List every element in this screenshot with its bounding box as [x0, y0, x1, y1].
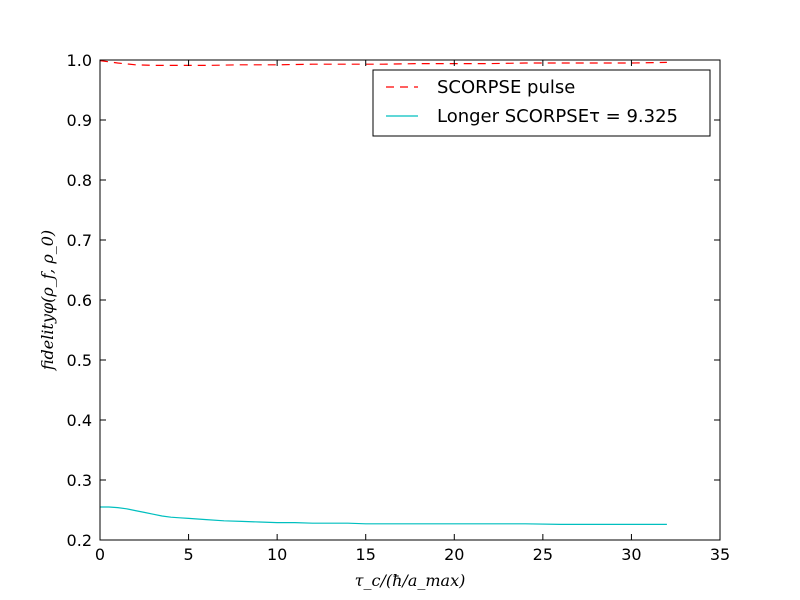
y-axis-label: fidelityφ(ρ_f, ρ_0) — [38, 230, 57, 371]
y-tick-label: 1.0 — [67, 51, 92, 70]
y-tick-label: 0.9 — [67, 111, 92, 130]
y-tick-label: 0.7 — [67, 231, 92, 250]
y-tick-label: 0.8 — [67, 171, 92, 190]
x-axis: 0 5 10 15 20 25 30 35 — [95, 60, 730, 564]
x-tick-label: 10 — [267, 545, 287, 564]
y-tick-label: 0.2 — [67, 531, 92, 550]
legend: SCORPSE pulse Longer SCORPSEτ = 9.325 — [372, 69, 711, 137]
y-tick-label: 0.5 — [67, 351, 92, 370]
series-line-scorpse — [99, 60, 667, 67]
legend-box — [372, 69, 711, 137]
x-tick-label: 20 — [444, 545, 464, 564]
x-tick-label: 35 — [710, 545, 730, 564]
y-tick-label: 0.4 — [67, 411, 92, 430]
x-tick-label: 0 — [95, 545, 105, 564]
legend-label-scorpse: SCORPSE pulse — [437, 77, 575, 98]
plot-series — [99, 60, 667, 526]
y-axis: 0.2 0.3 0.4 0.5 0.6 0.7 0.8 0.9 1.0 — [67, 51, 720, 550]
series-line-longer-scorpse — [100, 506, 667, 526]
x-tick-label: 25 — [533, 545, 553, 564]
x-tick-label: 30 — [621, 545, 641, 564]
x-tick-label: 15 — [356, 545, 376, 564]
x-axis-label: τ_c/(ħ/a_max) — [355, 571, 466, 590]
x-tick-label: 5 — [183, 545, 193, 564]
y-tick-label: 0.3 — [67, 471, 92, 490]
y-tick-label: 0.6 — [67, 291, 92, 310]
legend-label-longer-scorpse: Longer SCORPSEτ = 9.325 — [437, 106, 678, 127]
